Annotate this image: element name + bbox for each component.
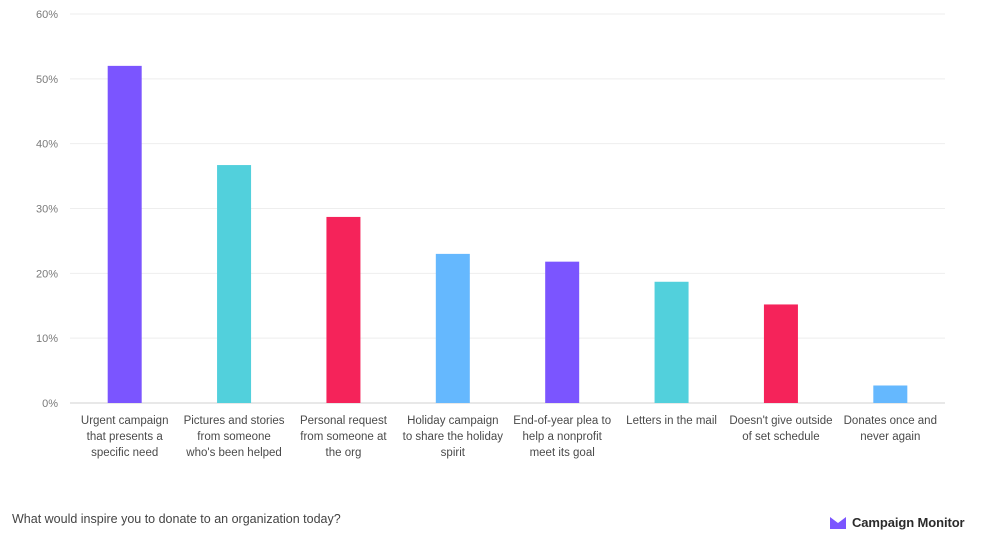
- bar-chart: 0% 10% 20% 30% 40% 50% 60% Urgent campaign that…: [36, 9, 945, 459]
- y-tick-label: 60%: [36, 9, 58, 21]
- y-tick-label: 20%: [36, 268, 58, 280]
- bar: [435, 253, 470, 403]
- gridlines: [70, 13, 945, 339]
- y-tick-label: 40%: [36, 139, 58, 151]
- x-category-label: Holiday campaign to share the holiday spir…: [403, 415, 504, 459]
- x-category-label: Letters in the mail: [626, 415, 717, 427]
- chart-question: What would inspire you to donate to an o…: [12, 512, 341, 526]
- x-axis-category-labels: Urgent campaign that presents a specific n…: [81, 415, 937, 459]
- bar: [873, 385, 908, 403]
- x-category-label: Urgent campaign that presents a specific n…: [81, 415, 169, 459]
- brand-name: Campaign Monitor: [852, 515, 965, 530]
- x-category-label: Doesn't give outside of set schedule: [729, 415, 832, 443]
- x-category-label: Personal request from someone at the org: [300, 415, 388, 459]
- bar: [763, 304, 798, 403]
- brand-logo: Campaign Monitor: [830, 515, 965, 530]
- x-category-label: End-of-year plea to help a nonprofit meet …: [513, 415, 611, 459]
- bar: [545, 261, 580, 403]
- bar: [107, 65, 142, 403]
- y-tick-label: 0%: [42, 398, 58, 410]
- bar: [217, 165, 252, 403]
- y-tick-label: 10%: [36, 333, 58, 345]
- y-tick-label: 50%: [36, 74, 58, 86]
- y-axis-ticks: 0% 10% 20% 30% 40% 50% 60%: [36, 9, 58, 410]
- bar: [326, 216, 361, 403]
- x-category-label: Donates once and never again: [844, 415, 937, 443]
- y-tick-label: 30%: [36, 204, 58, 216]
- campaign-monitor-logo-icon: [830, 516, 846, 529]
- bars: [107, 65, 908, 403]
- bar: [654, 281, 689, 403]
- x-category-label: Pictures and stories from someone who's be…: [184, 415, 285, 459]
